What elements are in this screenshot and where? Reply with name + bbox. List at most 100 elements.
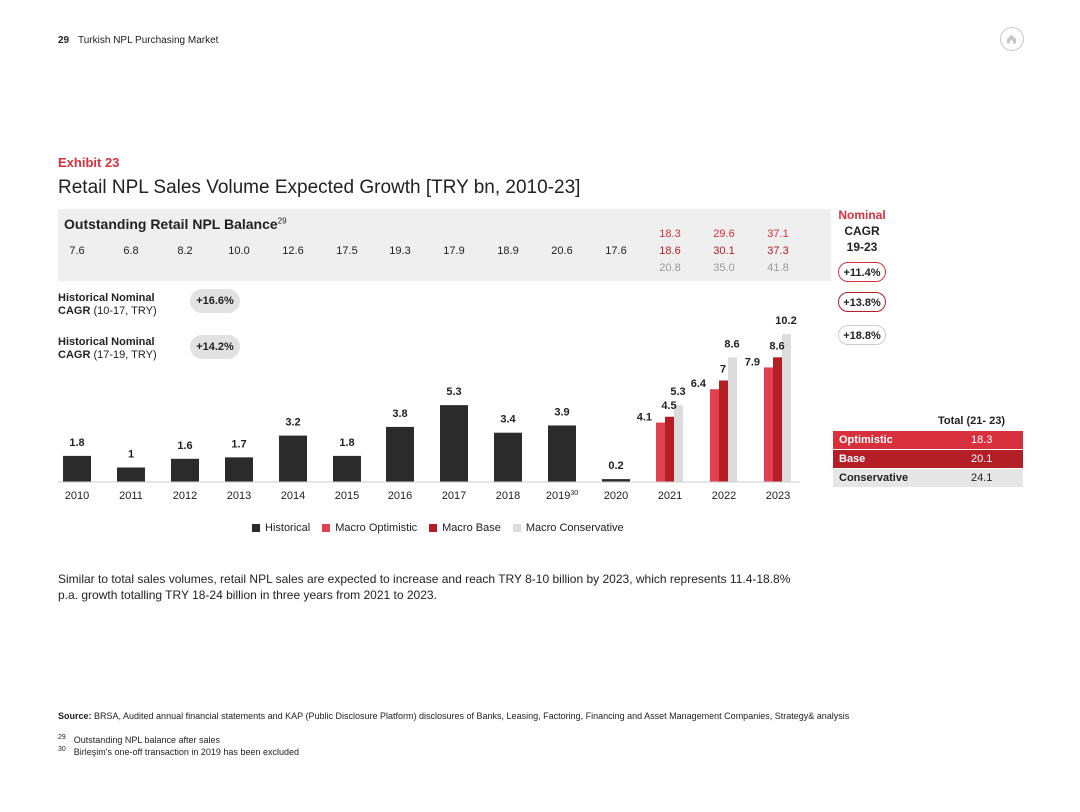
bar-label-base: 8.6 bbox=[769, 340, 784, 352]
bar-historical bbox=[279, 435, 307, 482]
balance-value-conservative: 41.8 bbox=[767, 262, 789, 274]
page-number: 29 bbox=[58, 35, 70, 46]
total-table-row: Base 20.1 bbox=[833, 450, 1023, 469]
balance-value-base: 30.1 bbox=[713, 245, 735, 257]
bar-label: 5.3 bbox=[446, 386, 461, 398]
bar-optimistic bbox=[710, 389, 719, 482]
balance-value-historical: 12.6 bbox=[282, 245, 304, 257]
bar-conservative bbox=[782, 334, 791, 482]
bar-base bbox=[773, 357, 782, 482]
total-table-row-value: 18.3 bbox=[971, 434, 993, 446]
balance-band bbox=[58, 209, 831, 281]
bar-label: 1.6 bbox=[177, 440, 192, 452]
legend-item-optimistic: Macro Optimistic bbox=[322, 522, 417, 534]
x-tick-label: 2015 bbox=[335, 490, 359, 502]
bar-historical bbox=[548, 425, 576, 482]
bar-label-conservative: 8.6 bbox=[724, 338, 739, 350]
bar-label: 3.8 bbox=[392, 408, 407, 420]
balance-value-optimistic: 37.1 bbox=[767, 228, 789, 240]
total-table-row-label: Base bbox=[839, 453, 866, 465]
balance-value-historical: 8.2 bbox=[177, 245, 193, 257]
total-table-row: Conservative 24.1 bbox=[833, 469, 1023, 488]
historical-cagr-label-1: Historical Nominal CAGR (10-17, TRY) bbox=[58, 292, 157, 317]
home-icon[interactable] bbox=[1000, 27, 1024, 51]
footnote-30: 30 Birleşim's one-off transaction in 2019… bbox=[58, 746, 299, 757]
x-tick-label: 2022 bbox=[712, 490, 736, 502]
chart-title: Retail NPL Sales Volume Expected Growth … bbox=[58, 177, 581, 198]
total-table-row-value: 24.1 bbox=[971, 472, 993, 484]
x-tick-label: 2017 bbox=[442, 490, 466, 502]
x-tick-label: 2023 bbox=[766, 490, 790, 502]
x-tick-label: 2010 bbox=[65, 490, 89, 502]
bar-label: 3.4 bbox=[500, 414, 516, 426]
bar-label: 0.2 bbox=[608, 460, 623, 472]
bar-label-base: 4.5 bbox=[661, 400, 676, 412]
bar-label: 3.2 bbox=[285, 417, 300, 429]
balance-value-historical: 10.0 bbox=[228, 245, 250, 257]
bar-historical bbox=[171, 458, 199, 482]
bar-label: 1 bbox=[128, 449, 134, 461]
bar-label-optimistic: 7.9 bbox=[745, 356, 760, 368]
cagr-pill-optimistic: +11.4% bbox=[838, 262, 886, 282]
balance-value-base: 37.3 bbox=[767, 245, 789, 257]
bar-label: 1.7 bbox=[231, 438, 246, 450]
balance-title: Outstanding Retail NPL Balance29 bbox=[64, 216, 287, 232]
total-table-header: Total (21- 23) bbox=[937, 415, 1005, 427]
total-table-row-value: 20.1 bbox=[971, 453, 993, 465]
bar-historical bbox=[333, 455, 361, 482]
bar-base bbox=[665, 416, 674, 482]
total-table: Total (21- 23) Optimistic 18.3 Base 20.1 Con… bbox=[833, 415, 1023, 488]
bar-historical bbox=[386, 426, 414, 482]
balance-value-optimistic: 18.3 bbox=[659, 228, 681, 240]
cagr-pill-base: +13.8% bbox=[838, 292, 886, 312]
total-table-row-label: Conservative bbox=[839, 472, 909, 484]
x-tick-label: 2021 bbox=[658, 490, 682, 502]
x-tick-label: 2016 bbox=[388, 490, 412, 502]
balance-value-historical: 6.8 bbox=[123, 245, 139, 257]
bar-conservative bbox=[728, 357, 737, 482]
bar-historical bbox=[225, 457, 253, 482]
bar-label: 1.8 bbox=[69, 437, 84, 449]
balance-value-historical: 17.5 bbox=[336, 245, 358, 257]
balance-value-base: 18.6 bbox=[659, 245, 681, 257]
bar-base bbox=[719, 380, 728, 482]
historical-cagr-pill-2: +14.2% bbox=[190, 335, 240, 359]
footnote-29: 29 Outstanding NPL balance after sales bbox=[58, 734, 221, 745]
bar-conservative bbox=[674, 405, 683, 482]
historical-cagr-pill-1: +16.6% bbox=[190, 289, 240, 313]
x-tick-label: 2014 bbox=[281, 490, 305, 502]
cagr-header: Nominal CAGR 19-23 bbox=[838, 208, 886, 254]
x-tick-label: 201930 bbox=[546, 490, 578, 502]
cagr-pill-conservative: +18.8% bbox=[838, 325, 886, 345]
bar-label-conservative: 5.3 bbox=[670, 386, 685, 398]
x-tick-label: 2011 bbox=[119, 490, 143, 502]
bar-optimistic bbox=[764, 367, 773, 482]
bar-optimistic bbox=[656, 422, 665, 482]
bar-historical bbox=[494, 432, 522, 482]
legend-item-base: Macro Base bbox=[429, 522, 501, 534]
balance-value-historical: 18.9 bbox=[497, 245, 519, 257]
chart-legend: Historical Macro Optimistic Macro Base M… bbox=[252, 522, 624, 534]
bar-label-optimistic: 4.1 bbox=[637, 412, 652, 424]
total-table-row-label: Optimistic bbox=[839, 434, 893, 446]
bar-label-conservative: 10.2 bbox=[775, 315, 796, 327]
body-text: Similar to total sales volumes, retail N… bbox=[58, 572, 791, 602]
balance-value-optimistic: 29.6 bbox=[713, 228, 735, 240]
x-tick-label: 2018 bbox=[496, 490, 520, 502]
balance-value-historical: 17.6 bbox=[605, 245, 627, 257]
source-note: Source: BRSA, Audited annual financial s… bbox=[58, 711, 850, 721]
page-header: Turkish NPL Purchasing Market bbox=[78, 35, 219, 46]
bar-chart: 1.8 1 1.6 1.7 3.2 1.8 3.8 5.3 3.4 3.9 0.2 4.1 4.5 5.3… bbox=[58, 315, 800, 502]
legend-item-historical: Historical bbox=[252, 522, 310, 534]
bar-historical bbox=[602, 479, 630, 482]
bar-historical bbox=[117, 467, 145, 482]
bar-label-base: 7 bbox=[720, 364, 726, 376]
balance-value-conservative: 35.0 bbox=[713, 262, 735, 274]
total-table-row: Optimistic 18.3 bbox=[833, 431, 1023, 450]
bar-label-optimistic: 6.4 bbox=[691, 378, 707, 390]
bar-historical bbox=[63, 455, 91, 482]
historical-cagr-label-2: Historical Nominal CAGR (17-19, TRY) bbox=[58, 336, 157, 361]
balance-value-historical: 20.6 bbox=[551, 245, 573, 257]
balance-value-historical: 7.6 bbox=[69, 245, 85, 257]
x-tick-label: 2020 bbox=[604, 490, 628, 502]
